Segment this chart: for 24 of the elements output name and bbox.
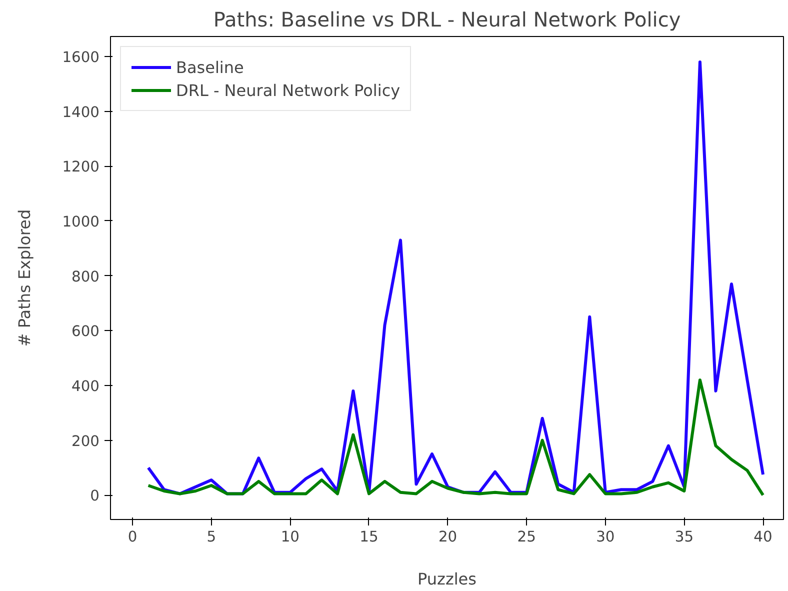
x-axis-title: Puzzles	[418, 570, 476, 588]
x-tick-label: 15	[360, 528, 378, 546]
y-axis-title: # Paths Explored	[15, 209, 34, 347]
y-tick-label: 800	[72, 268, 100, 286]
legend-label: Baseline	[176, 58, 244, 76]
y-tick-label: 400	[72, 378, 100, 395]
y-tick-label: 1200	[62, 158, 100, 176]
x-tick-label: 40	[754, 528, 772, 546]
line-series	[146, 378, 765, 497]
x-tick-label: 5	[206, 528, 216, 546]
y-tick-label: 200	[72, 432, 100, 450]
y-tick-label: 1000	[62, 213, 100, 230]
y-tick-label: 0	[90, 488, 100, 505]
x-tick-label: 30	[596, 528, 615, 546]
y-tick-label: 1400	[62, 104, 100, 121]
x-tick-label: 35	[674, 528, 694, 546]
x-tick-label: 20	[438, 528, 458, 546]
x-tick-label: 25	[517, 528, 536, 546]
x-tick-label: 10	[280, 528, 300, 546]
legend-label: DRL - Neural Network Policy	[176, 80, 400, 100]
y-tick-label: 1600	[62, 49, 100, 66]
x-tick-label: 0	[128, 528, 138, 546]
y-tick-label: 600	[72, 323, 100, 340]
chart-title: Paths: Baseline vs DRL - Neural Network Policy	[213, 8, 681, 32]
